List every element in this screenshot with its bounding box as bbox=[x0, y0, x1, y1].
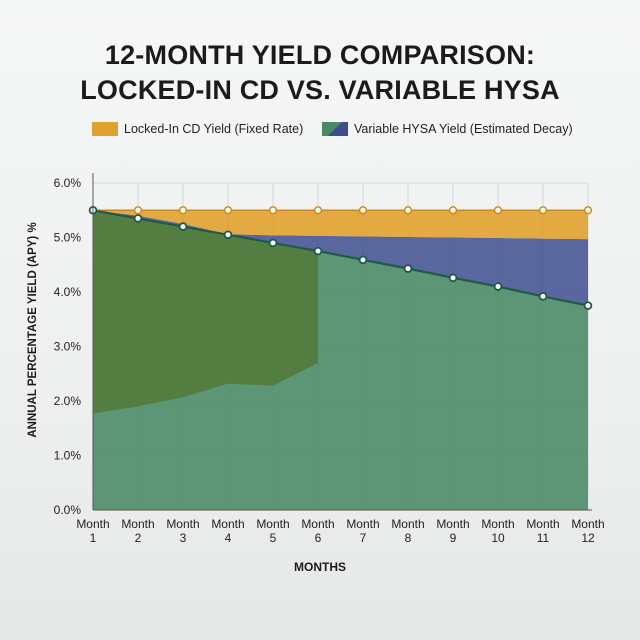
x-tick-label-number: 9 bbox=[450, 531, 457, 545]
hysa-point bbox=[583, 301, 593, 310]
y-axis-title: ANNUAL PERCENTAGE YIELD (APY) % bbox=[27, 222, 39, 438]
cd-point bbox=[448, 206, 458, 215]
cd-area bbox=[93, 210, 588, 240]
x-tick-label: Month 2 bbox=[121, 517, 154, 545]
chart-title-line-1: 12-MONTH YIELD COMPARISON: bbox=[104, 40, 536, 70]
hysa-point bbox=[493, 282, 503, 291]
legend-label-hysa: Variable HYSA Yield (Estimated Decay) bbox=[354, 122, 573, 136]
x-tick-label: Month 9 bbox=[436, 517, 469, 545]
x-tick-label-number: 5 bbox=[270, 531, 277, 545]
cd-point bbox=[178, 206, 188, 215]
y-tick-label: 1.0% bbox=[54, 449, 82, 463]
x-tick-label-word: Month bbox=[211, 517, 244, 531]
chart-legend: Locked-In CD Yield (Fixed Rate) Variable… bbox=[0, 122, 640, 142]
hysa-point bbox=[313, 246, 323, 256]
x-tick-label: Month 11 bbox=[526, 517, 559, 545]
x-tick-label-number: 6 bbox=[315, 531, 322, 545]
x-tick-label: Month 3 bbox=[166, 517, 199, 545]
x-tick-label-word: Month bbox=[301, 517, 334, 531]
x-tick-label: Month 7 bbox=[346, 517, 379, 545]
x-tick-label-number: 11 bbox=[537, 531, 550, 545]
x-tick-label-word: Month bbox=[121, 517, 154, 531]
x-tick-label-word: Month bbox=[436, 517, 469, 531]
hysa-point bbox=[538, 292, 548, 301]
x-tick-label-number: 1 bbox=[90, 531, 97, 545]
chart-title: 12-MONTH YIELD COMPARISON: LOCKED-IN CD … bbox=[0, 38, 640, 108]
x-tick-label-word: Month bbox=[391, 517, 424, 531]
x-tick-label: Month 10 bbox=[481, 517, 514, 545]
y-tick-label: 2.0% bbox=[54, 394, 82, 408]
cd-point bbox=[358, 206, 368, 215]
y-tick-label: 3.0% bbox=[54, 340, 82, 354]
cd-point bbox=[223, 206, 233, 215]
hysa-point bbox=[448, 273, 458, 283]
legend-swatch-cd bbox=[92, 122, 118, 136]
cd-point bbox=[538, 206, 548, 215]
x-tick-label-number: 2 bbox=[135, 531, 142, 545]
yield-gap-area bbox=[93, 210, 588, 306]
cd-point bbox=[268, 206, 278, 215]
hysa-overlay-area bbox=[93, 210, 318, 414]
hysa-point bbox=[358, 255, 368, 265]
x-tick-label-number: 7 bbox=[360, 531, 367, 545]
y-tick-label: 6.0% bbox=[54, 176, 82, 190]
y-tick-label: 0.0% bbox=[54, 503, 82, 517]
y-tick-label: 4.0% bbox=[54, 285, 82, 299]
hysa-point bbox=[403, 264, 413, 273]
hysa-point bbox=[178, 222, 188, 231]
x-tick-label: Month 5 bbox=[256, 517, 289, 545]
legend-label-cd: Locked-In CD Yield (Fixed Rate) bbox=[124, 122, 304, 136]
legend-item-hysa: Variable HYSA Yield (Estimated Decay) bbox=[322, 122, 573, 136]
x-tick-label-word: Month bbox=[526, 517, 559, 531]
cd-point bbox=[583, 206, 593, 215]
hysa-point bbox=[223, 230, 233, 240]
x-tick-label: Month 1 bbox=[76, 517, 109, 545]
x-tick-label-number: 3 bbox=[180, 531, 187, 545]
x-tick-label: Month 12 bbox=[571, 517, 604, 545]
x-tick-label-number: 10 bbox=[491, 531, 505, 545]
legend-item-cd: Locked-In CD Yield (Fixed Rate) bbox=[92, 122, 303, 136]
x-tick-label-word: Month bbox=[481, 517, 514, 531]
x-tick-label-word: Month bbox=[76, 517, 109, 531]
cd-point bbox=[313, 206, 323, 215]
x-tick-label-number: 4 bbox=[225, 531, 232, 545]
x-tick-label-number: 8 bbox=[405, 531, 412, 545]
x-tick-label: Month 8 bbox=[391, 517, 424, 545]
x-tick-label-word: Month bbox=[571, 517, 604, 531]
x-tick-label: Month 4 bbox=[211, 517, 244, 545]
x-tick-label-word: Month bbox=[346, 517, 379, 531]
cd-point bbox=[403, 206, 413, 215]
x-tick-label-number: 12 bbox=[581, 531, 595, 545]
hysa-point bbox=[268, 238, 278, 248]
cd-point bbox=[133, 206, 143, 215]
chart-title-line-2: LOCKED-IN CD VS. VARIABLE HYSA bbox=[80, 75, 560, 105]
x-tick-label-word: Month bbox=[166, 517, 199, 531]
legend-swatch-hysa bbox=[322, 122, 348, 136]
y-tick-label: 5.0% bbox=[54, 231, 82, 245]
cd-point bbox=[493, 206, 503, 215]
x-tick-label-word: Month bbox=[256, 517, 289, 531]
x-tick-label: Month 6 bbox=[301, 517, 334, 545]
hysa-series-line bbox=[92, 209, 589, 307]
hysa-point bbox=[133, 214, 143, 223]
x-axis-title: MONTHS bbox=[294, 560, 346, 574]
